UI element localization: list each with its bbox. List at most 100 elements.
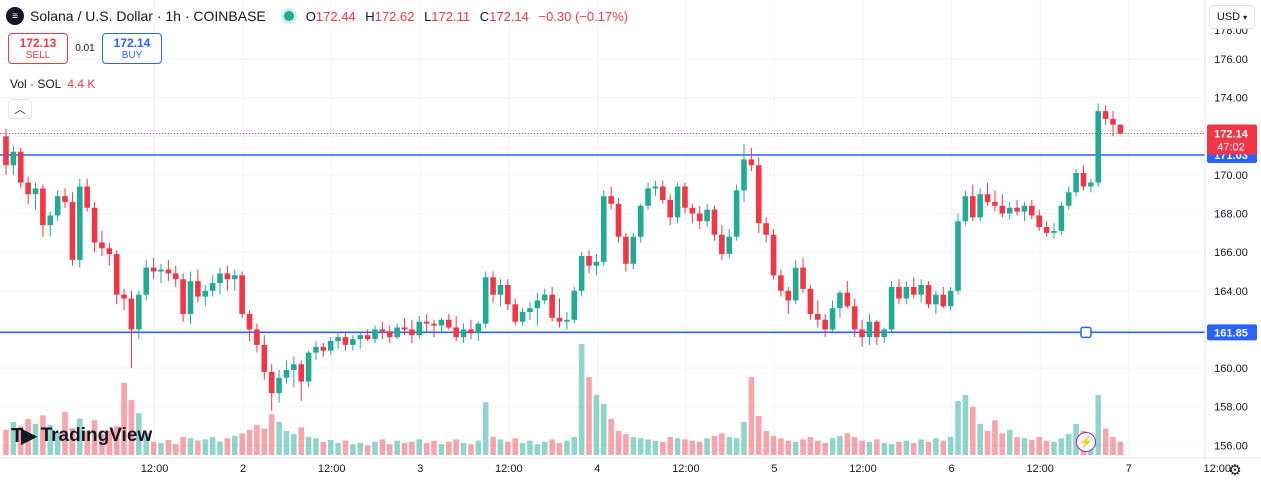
gear-icon[interactable]: ⚙	[1228, 462, 1242, 479]
price-line-label: 161.85	[1214, 327, 1248, 339]
volume-bar	[1043, 440, 1050, 455]
volume-bar	[84, 431, 90, 455]
candle-body	[32, 188, 39, 195]
candle-body	[106, 248, 113, 255]
candle-body	[992, 201, 998, 206]
candle-body	[1006, 207, 1013, 214]
candle-body	[800, 267, 806, 289]
candle-body	[1021, 205, 1028, 212]
volume-bar	[17, 426, 24, 455]
last-price-label: 172.14	[1214, 129, 1249, 141]
volume-bar	[593, 395, 600, 455]
sell-button[interactable]: 172.13 SELL	[8, 33, 68, 64]
x-tick-label: 7	[1126, 463, 1132, 475]
volume-bar	[859, 440, 865, 455]
volume-bar	[165, 440, 172, 455]
candle-body	[947, 290, 954, 307]
candle-body	[874, 321, 880, 338]
volume-bar	[113, 426, 120, 455]
candle-body	[637, 205, 644, 237]
volume-bar	[807, 437, 814, 455]
candle-body	[364, 335, 371, 340]
volume-bar	[608, 419, 614, 455]
volume-bar	[534, 444, 541, 455]
volume-bar	[682, 439, 688, 455]
candle-body	[268, 371, 275, 394]
volume-bar	[386, 444, 393, 455]
candle-body	[1058, 205, 1065, 231]
candle-body	[711, 209, 718, 235]
grid	[0, 0, 1218, 458]
volume-bar	[224, 438, 231, 455]
candle-body	[896, 286, 902, 299]
high-value: 172.62	[374, 8, 415, 24]
market-status-icon[interactable]	[283, 11, 294, 21]
candle-body	[667, 200, 673, 218]
candle-body	[1117, 124, 1124, 134]
volume-bar	[704, 438, 710, 455]
volume-bar	[549, 439, 555, 455]
ohlc-values: O172.44 H172.62 L172.11 C172.14 −0.30 (−…	[306, 9, 628, 24]
candle-body	[674, 186, 681, 218]
volume-bar	[276, 422, 282, 455]
volume-bar	[578, 344, 585, 455]
y-tick-label: 168.00	[1214, 209, 1248, 221]
candle-body	[600, 196, 607, 262]
symbol-title[interactable]: Solana / U.S. Dollar · 1h · COINBASE	[30, 8, 266, 24]
candle-body	[1095, 111, 1102, 183]
buy-button[interactable]: 172.14 BUY	[102, 33, 162, 64]
volume-bar	[195, 440, 201, 455]
buy-label: BUY	[121, 49, 143, 61]
x-tick-label: 3	[417, 463, 423, 475]
candle-body	[113, 254, 120, 295]
volume-bar	[977, 423, 983, 455]
volume-bar	[342, 440, 349, 455]
change-value: −0.30 (−0.17%)	[538, 8, 629, 24]
volume-bar	[940, 440, 947, 455]
candle-body	[837, 292, 843, 309]
volume-bar	[874, 439, 880, 455]
volume-bar	[364, 445, 371, 455]
volume-bar	[305, 437, 312, 455]
solana-logo-icon: ≡	[6, 7, 24, 25]
candle-body	[84, 186, 90, 208]
volume-bar	[785, 440, 792, 455]
open-label: O	[305, 8, 316, 24]
candle-body	[379, 329, 386, 332]
price-line-label-bg	[1207, 324, 1257, 341]
sell-price: 172.13	[19, 35, 57, 50]
volume-bar	[1029, 440, 1035, 455]
volume-bar	[778, 438, 784, 455]
candle-body	[357, 335, 364, 340]
volume-bar	[918, 439, 924, 455]
candle-body	[792, 267, 799, 301]
volume-bar	[1110, 437, 1116, 455]
volume-bar	[1021, 438, 1028, 455]
candle-body	[246, 313, 253, 330]
tradingview-logo[interactable]: T▶ TradingView	[11, 423, 152, 448]
countdown-label: 47:02	[1217, 142, 1245, 154]
candle-body	[505, 285, 511, 305]
x-tick-label: 12:00	[1026, 463, 1054, 475]
candle-body	[283, 370, 290, 378]
volume-bar	[180, 437, 186, 455]
volume-bar	[453, 439, 459, 455]
low-label: L	[424, 8, 432, 24]
sell-label: SELL	[25, 49, 51, 61]
candle-body	[1051, 230, 1057, 233]
candle-body	[313, 346, 319, 353]
candle-body	[593, 261, 600, 266]
volume-bar	[955, 401, 961, 455]
volume-bar	[719, 433, 725, 455]
currency-button[interactable]: USD ▾	[1209, 5, 1255, 29]
volume-bar	[468, 444, 474, 455]
candle-body	[143, 267, 150, 295]
candle-body	[482, 277, 489, 324]
collapse-legend-button[interactable]: ︿	[8, 99, 32, 119]
candle-body	[770, 234, 777, 276]
candle-body	[298, 364, 304, 382]
candle-body	[254, 329, 260, 345]
lightning-icon[interactable]: ⚡	[1076, 432, 1096, 452]
candle-body	[645, 188, 651, 206]
